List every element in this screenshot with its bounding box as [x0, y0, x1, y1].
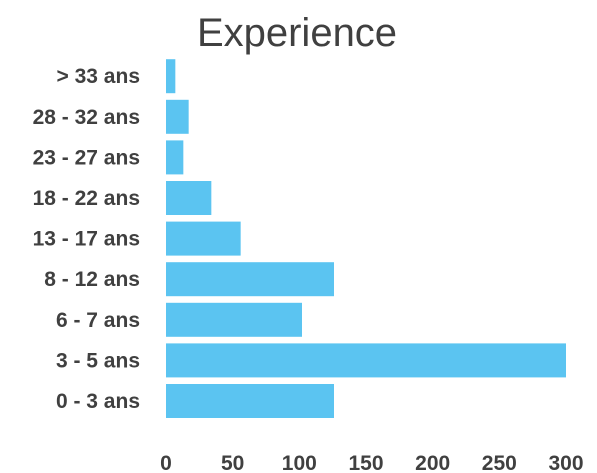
- category-label: 3 - 5 ans: [56, 349, 140, 372]
- category-label: 6 - 7 ans: [56, 309, 140, 332]
- x-tick-label: 250: [482, 452, 517, 473]
- category-label: 28 - 32 ans: [33, 106, 140, 129]
- category-label: 0 - 3 ans: [56, 390, 140, 413]
- x-axis-tick-labels: 0 50 100 150 200 250 300: [160, 452, 583, 473]
- bars-group: [166, 59, 566, 418]
- category-label: 13 - 17 ans: [33, 228, 140, 251]
- bar: [166, 99, 189, 134]
- bar: [166, 343, 566, 378]
- category-label: > 33 ans: [57, 65, 140, 88]
- bar: [166, 59, 176, 94]
- category-labels: 0 - 3 ans 3 - 5 ans 6 - 7 ans 8 - 12 ans 13 …: [33, 65, 140, 413]
- chart-title: Experience: [197, 11, 397, 55]
- category-label: 8 - 12 ans: [44, 268, 140, 291]
- x-tick-label: 0: [160, 452, 172, 473]
- bar: [166, 181, 212, 215]
- x-tick-label: 50: [221, 452, 244, 473]
- bar: [166, 140, 184, 175]
- bar: [166, 221, 241, 256]
- bar: [166, 262, 334, 297]
- category-label: 23 - 27 ans: [33, 146, 140, 169]
- bar: [166, 302, 302, 337]
- category-label: 18 - 22 ans: [33, 187, 140, 210]
- x-tick-label: 300: [548, 452, 583, 473]
- x-tick-label: 100: [282, 452, 317, 473]
- bar: [166, 384, 334, 418]
- x-tick-label: 150: [348, 452, 383, 473]
- x-tick-label: 200: [415, 452, 450, 473]
